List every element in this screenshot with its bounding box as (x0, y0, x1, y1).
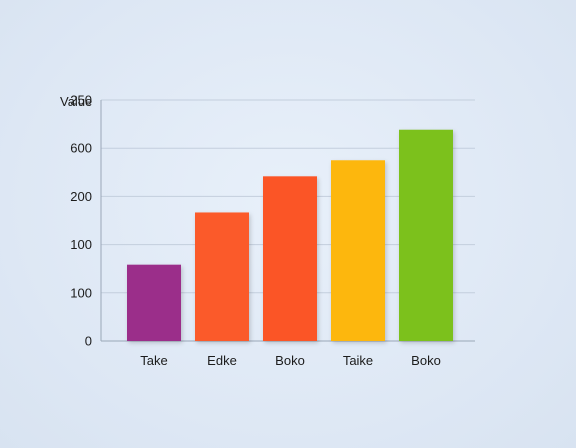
bar (399, 129, 453, 341)
bar (263, 176, 317, 341)
y-tick-label: 0 (85, 334, 92, 349)
x-tick-label: Boko (275, 353, 305, 368)
y-axis-title: Value (60, 94, 92, 109)
y-tick-labels: 0 100 100 200 600 250 (70, 93, 92, 349)
x-tick-label: Taike (343, 353, 373, 368)
y-tick-label: 200 (70, 189, 92, 204)
x-tick-label: Edke (207, 353, 237, 368)
y-tick-label: 100 (70, 237, 92, 252)
bar (127, 264, 181, 341)
y-tick-label: 600 (70, 141, 92, 156)
x-tick-label: Boko (411, 353, 441, 368)
y-tick-label: 100 (70, 285, 92, 300)
bar (195, 212, 249, 341)
bars (127, 129, 453, 341)
y-tick-label: 250 (70, 93, 92, 108)
x-tick-label: Take (140, 353, 167, 368)
bar (331, 160, 385, 341)
x-tick-labels: Take Edke Boko Taike Boko (140, 353, 441, 368)
